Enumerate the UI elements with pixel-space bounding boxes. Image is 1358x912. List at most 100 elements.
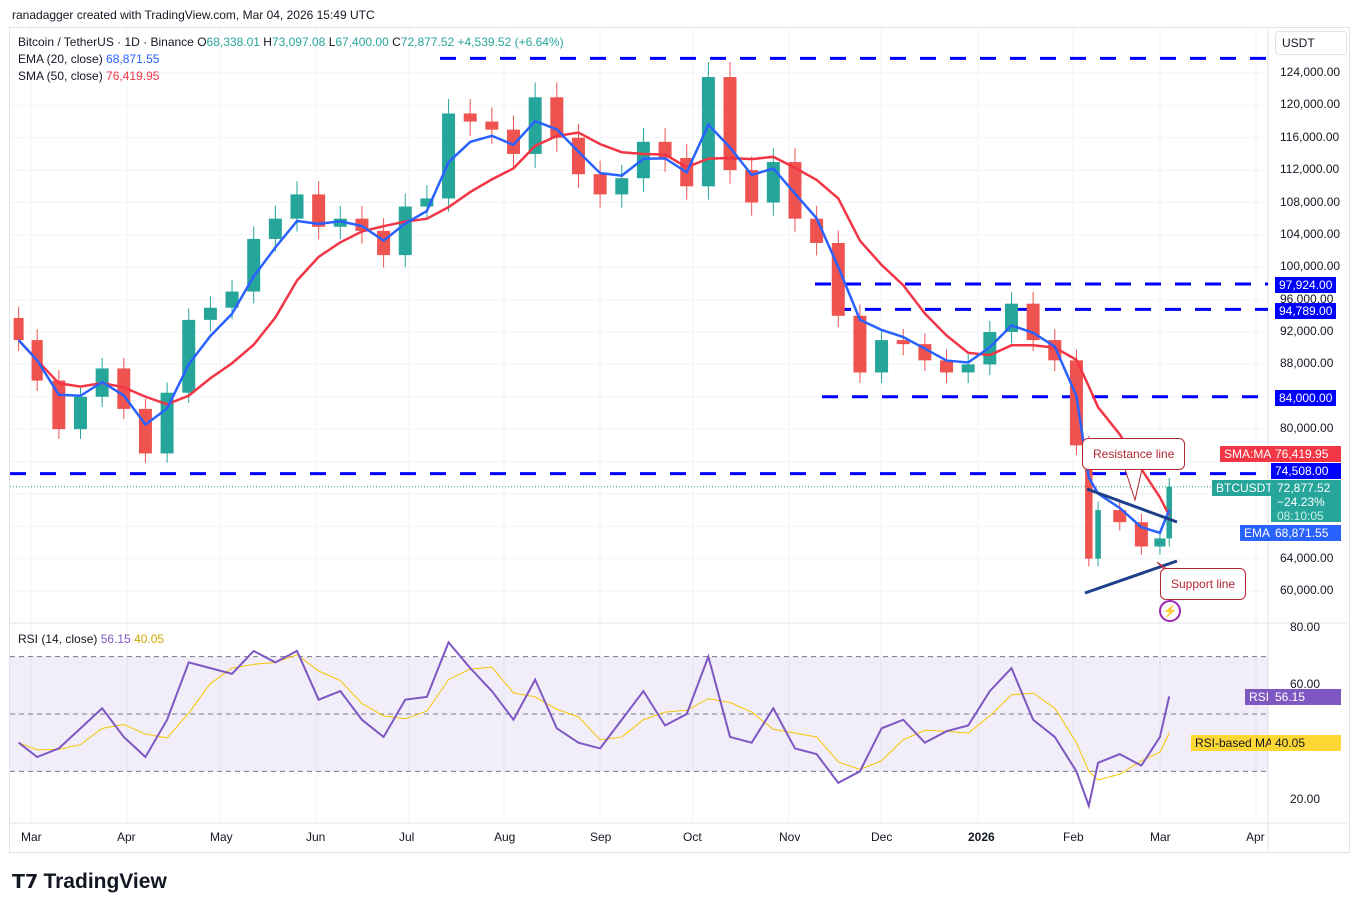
high-value: 73,097.08	[271, 35, 326, 49]
price-tick: 64,000.00	[1280, 550, 1334, 565]
price-tick: 104,000.00	[1280, 226, 1341, 241]
high-label: H	[263, 35, 272, 49]
rsi-tick: 60.00	[1290, 677, 1321, 692]
candle-body	[247, 238, 261, 292]
time-tick: Mar	[21, 830, 42, 844]
candle-body	[528, 97, 542, 154]
candle-body	[940, 360, 954, 373]
rsi-tick: 20.00	[1290, 792, 1321, 807]
credit-text: ranadagger created with TradingView.com,…	[12, 8, 375, 22]
lightning-icon[interactable]: ⚡	[1159, 600, 1181, 622]
sma-50-line	[17, 131, 1171, 516]
level-tag-84000: 84,000.00	[1275, 390, 1337, 406]
rsi-name-tag: RSI	[1245, 689, 1274, 705]
resistance-line-callout[interactable]: Resistance line	[1082, 438, 1186, 470]
candle-body	[73, 396, 87, 430]
ema-name-tag: EMA	[1240, 525, 1275, 541]
candle-body	[377, 230, 391, 256]
candle-body	[1004, 303, 1018, 333]
sma-name-tag: SMA:MA	[1220, 446, 1276, 462]
time-tick: Dec	[871, 830, 893, 844]
time-tick: Aug	[494, 830, 516, 844]
rsi-ma-value: 40.05	[134, 632, 165, 646]
candle-body	[290, 194, 304, 219]
time-tick: Oct	[683, 830, 702, 844]
time-tick: Nov	[779, 830, 801, 844]
candle-body	[1085, 445, 1093, 559]
low-label: L	[328, 35, 336, 49]
currency-button[interactable]: USDT	[1275, 31, 1347, 55]
open-value: 68,338.01	[206, 35, 260, 49]
candle-body	[1095, 510, 1101, 559]
candle-body	[268, 218, 282, 239]
time-tick: Jun	[306, 830, 326, 844]
candle-body	[961, 364, 975, 373]
candle-body	[13, 318, 24, 341]
rsi-label: RSI (14, close)	[18, 632, 98, 646]
candle-body	[312, 194, 326, 227]
candle-body	[138, 408, 152, 454]
candle-body	[593, 174, 607, 195]
candle-body	[1154, 538, 1166, 547]
price-tick: 120,000.00	[1280, 97, 1341, 112]
rsi-value-tag: 56.15	[1271, 689, 1341, 705]
sma-label: SMA (50, close)	[18, 69, 103, 83]
level-tag-97924: 97,924.00	[1275, 277, 1337, 293]
rsi-ma-line	[18, 654, 1170, 781]
candle-body	[1113, 510, 1127, 523]
price-tick: 108,000.00	[1280, 194, 1341, 209]
legend-main: Bitcoin / TetherUS · 1D · Binance O68,33…	[18, 35, 564, 49]
price-tag-pct: −24.23%	[1277, 495, 1325, 509]
time-tick: Sep	[590, 830, 612, 844]
ema-label: EMA (20, close)	[18, 52, 103, 66]
ema-value: 68,871.55	[106, 52, 160, 66]
candle-body	[463, 113, 477, 122]
candle-body	[853, 315, 867, 373]
chart-frame	[9, 27, 1350, 853]
legend-ema[interactable]: EMA (20, close) 68,871.55	[18, 52, 159, 66]
candle-body	[550, 97, 564, 138]
time-tick: Mar	[1150, 830, 1171, 844]
rsi-band	[10, 656, 1268, 772]
symbol-label[interactable]: Bitcoin / TetherUS · 1D · Binance	[18, 35, 194, 49]
price-tag: 72,877.52 −24.23% 08:10:05	[1271, 480, 1341, 523]
price-tick: 116,000.00	[1280, 129, 1340, 144]
tradingview-logo[interactable]: 𝗧𝟳 TradingView	[12, 870, 167, 894]
rsi-line	[18, 640, 1171, 810]
time-tick: Apr	[117, 830, 136, 844]
candle-body	[896, 340, 910, 345]
close-label: C	[392, 35, 401, 49]
open-label: O	[197, 35, 207, 49]
time-tick: Apr	[1246, 830, 1265, 844]
time-tick: Feb	[1063, 830, 1084, 844]
candle-body	[442, 113, 456, 199]
price-tick: 80,000.00	[1280, 421, 1334, 436]
candle-body	[788, 162, 802, 219]
low-value: 67,400.00	[335, 35, 389, 49]
price-tag-value: 72,877.52	[1277, 481, 1331, 495]
ema-value-tag: 68,871.55	[1271, 525, 1341, 541]
symbol-tag: BTCUSDT	[1212, 480, 1277, 496]
candle-body	[745, 170, 759, 203]
time-tick: Jul	[399, 830, 415, 844]
tv-icon: 𝗧𝟳	[12, 872, 44, 893]
support-line-callout[interactable]: Support line	[1160, 568, 1247, 600]
price-tick: 112,000.00	[1280, 162, 1340, 177]
brand-name: TradingView	[43, 870, 167, 893]
ema-20-line	[17, 119, 1171, 535]
time-tick: May	[210, 830, 233, 844]
close-value: 72,877.52	[400, 35, 455, 49]
bar-countdown: 08:10:05	[1277, 509, 1324, 523]
legend-sma[interactable]: SMA (50, close) 76,419.95	[18, 69, 159, 83]
resistance-trendline	[1086, 487, 1178, 524]
candle-body	[723, 77, 737, 171]
level-tag-94789: 94,789.00	[1275, 303, 1337, 319]
change-value: +4,539.52 (+6.64%)	[457, 35, 564, 49]
sma-value-tag: 76,419.95	[1271, 446, 1341, 462]
price-tick: 60,000.00	[1280, 583, 1334, 598]
candle-body	[615, 178, 629, 195]
time-tick: 2026	[968, 830, 995, 844]
legend-rsi[interactable]: RSI (14, close) 56.15 40.05	[18, 632, 164, 646]
candle-body	[225, 291, 239, 308]
